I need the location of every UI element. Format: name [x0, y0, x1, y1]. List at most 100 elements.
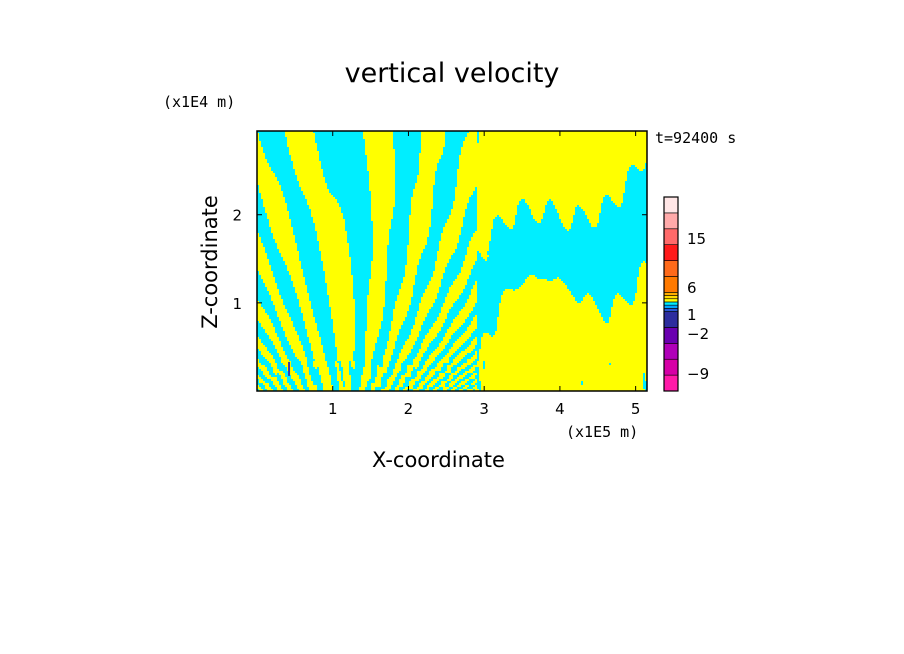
updraft-region — [633, 301, 647, 303]
updraft-region — [439, 241, 459, 243]
updraft-region — [457, 277, 469, 279]
colorbar-swatch — [663, 358, 679, 376]
updraft-region — [365, 337, 377, 339]
updraft-region — [475, 315, 477, 317]
updraft-region — [297, 175, 323, 177]
updraft-region — [299, 303, 311, 305]
updraft-region — [451, 325, 461, 327]
updraft-region — [437, 363, 443, 365]
updraft-region — [283, 383, 289, 385]
updraft-region — [457, 179, 627, 181]
updraft-region — [287, 145, 317, 147]
updraft-region — [261, 353, 271, 355]
updraft-region — [525, 281, 563, 283]
updraft-region — [303, 369, 309, 371]
updraft-region — [457, 367, 465, 369]
updraft-region — [279, 249, 297, 251]
updraft-region — [437, 251, 455, 253]
updraft-region — [479, 359, 647, 361]
updraft-region — [563, 223, 571, 225]
updraft-region — [281, 255, 299, 257]
updraft-region — [381, 389, 389, 391]
updraft-region — [473, 285, 477, 287]
updraft-region — [309, 341, 321, 343]
updraft-region — [369, 279, 387, 281]
updraft-region — [453, 319, 465, 321]
updraft-region — [457, 315, 469, 317]
updraft-region — [371, 387, 375, 389]
updraft-region — [373, 255, 387, 257]
updraft-region — [273, 343, 281, 345]
updraft-region — [439, 249, 455, 251]
updraft-region — [415, 367, 417, 369]
updraft-region — [365, 335, 379, 337]
updraft-region — [645, 379, 647, 381]
updraft-region — [369, 189, 395, 191]
updraft-region — [257, 235, 259, 237]
updraft-region — [439, 247, 457, 249]
updraft-region — [561, 219, 573, 221]
updraft-region — [583, 381, 643, 383]
updraft-region — [319, 367, 329, 369]
updraft-region — [399, 353, 409, 355]
updraft-region — [467, 135, 477, 137]
updraft-region — [427, 359, 435, 361]
updraft-region — [263, 373, 269, 375]
updraft-region — [281, 375, 285, 377]
updraft-region — [373, 229, 389, 231]
updraft-region — [471, 367, 475, 369]
updraft-region — [393, 315, 407, 317]
updraft-region — [275, 241, 295, 243]
updraft-region — [273, 371, 283, 373]
updraft-region — [413, 325, 421, 327]
updraft-region — [321, 253, 349, 255]
updraft-region — [393, 309, 409, 311]
updraft-region — [437, 253, 453, 255]
updraft-region — [393, 313, 407, 315]
updraft-region — [301, 361, 307, 363]
updraft-region — [393, 373, 397, 375]
updraft-region — [431, 327, 441, 329]
updraft-region — [479, 131, 647, 133]
updraft-region — [473, 317, 477, 319]
updraft-region — [449, 289, 463, 291]
updraft-region — [589, 219, 599, 221]
updraft-region — [475, 351, 477, 353]
updraft-region — [297, 293, 309, 295]
updraft-region — [611, 311, 647, 313]
updraft-region — [465, 371, 473, 373]
updraft-region — [263, 383, 269, 385]
updraft-region — [337, 373, 341, 375]
updraft-region — [479, 141, 647, 143]
updraft-region — [479, 139, 647, 141]
updraft-region — [261, 275, 273, 277]
colorbar-swatch — [663, 298, 679, 303]
updraft-region — [455, 195, 471, 197]
updraft-region — [415, 357, 421, 359]
updraft-region — [371, 217, 393, 219]
updraft-region — [447, 367, 451, 369]
updraft-region — [369, 289, 385, 291]
updraft-region — [327, 291, 353, 293]
updraft-region — [419, 349, 427, 351]
updraft-region — [405, 267, 417, 269]
updraft-region — [499, 313, 601, 315]
updraft-region — [441, 239, 459, 241]
updraft-region — [411, 199, 433, 201]
updraft-region — [453, 361, 459, 363]
updraft-region — [257, 337, 259, 339]
updraft-region — [293, 283, 305, 285]
updraft-region — [303, 319, 315, 321]
updraft-region — [275, 307, 285, 309]
updraft-region — [265, 357, 273, 359]
updraft-region — [307, 203, 339, 205]
updraft-region — [385, 353, 393, 355]
updraft-region — [365, 331, 379, 333]
updraft-region — [419, 305, 433, 307]
updraft-region — [335, 363, 339, 365]
updraft-region — [311, 211, 341, 213]
updraft-region — [481, 337, 647, 339]
updraft-region — [403, 281, 415, 283]
updraft-region — [257, 267, 271, 269]
updraft-region — [367, 159, 395, 161]
